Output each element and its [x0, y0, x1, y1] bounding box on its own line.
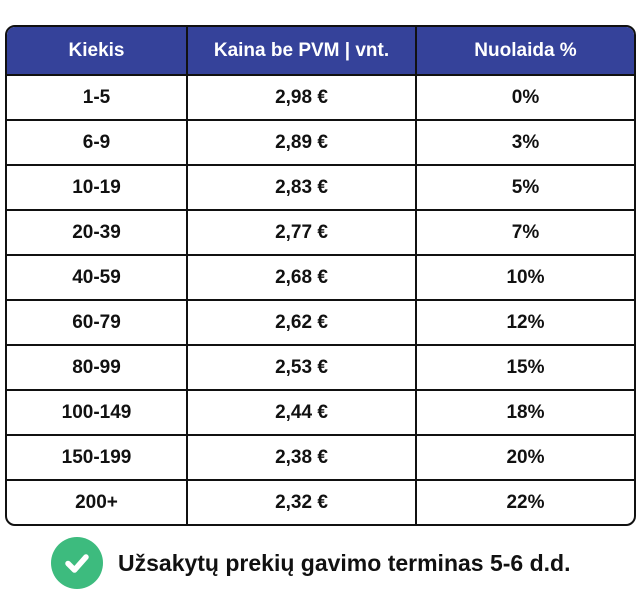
table-row: 20-39 2,77 € 7% — [7, 209, 634, 254]
table-row: 60-79 2,62 € 12% — [7, 299, 634, 344]
cell-discount: 18% — [506, 401, 545, 423]
header-quantity: Kiekis — [7, 27, 188, 74]
cell-price: 2,68 € — [188, 256, 417, 299]
table-row: 10-19 2,83 € 5% — [7, 164, 634, 209]
cell-quantity: 6-9 — [7, 121, 188, 164]
cell-price: 2,98 € — [188, 76, 417, 119]
cell-discount: 10% — [506, 266, 545, 288]
cell-quantity: 40-59 — [7, 256, 188, 299]
cell-discount: 7% — [511, 221, 540, 243]
cell-quantity: 20-39 — [7, 211, 188, 254]
cell-discount: 15% — [506, 356, 545, 378]
table-row: 1-5 2,98 € 0% — [7, 74, 634, 119]
cell-quantity: 150-199 — [7, 436, 188, 479]
cell-discount: 0% — [511, 86, 540, 108]
table-row: 40-59 2,68 € 10% — [7, 254, 634, 299]
header-price: Kaina be PVM | vnt. — [188, 27, 417, 74]
cell-price: 2,53 € — [188, 346, 417, 389]
cell-discount: 22% — [506, 491, 545, 513]
cell-price: 2,38 € — [188, 436, 417, 479]
header-discount: Nuolaida % — [474, 39, 577, 61]
check-circle-icon — [51, 537, 103, 589]
cell-quantity: 200+ — [7, 481, 188, 524]
cell-price: 2,89 € — [188, 121, 417, 164]
cell-discount: 20% — [506, 446, 545, 468]
table-row: 200+ 2,32 € 22% — [7, 479, 634, 524]
cell-price: 2,83 € — [188, 166, 417, 209]
cell-quantity: 10-19 — [7, 166, 188, 209]
delivery-note-text: Užsakytų prekių gavimo terminas 5-6 d.d. — [118, 549, 571, 576]
table-row: 80-99 2,53 € 15% — [7, 344, 634, 389]
table-row: 6-9 2,89 € 3% — [7, 119, 634, 164]
cell-quantity: 60-79 — [7, 301, 188, 344]
cell-discount: 3% — [511, 131, 540, 153]
cell-discount: 12% — [506, 311, 545, 333]
cell-price: 2,44 € — [188, 391, 417, 434]
cell-price: 2,77 € — [188, 211, 417, 254]
cell-quantity: 80-99 — [7, 346, 188, 389]
cell-quantity: 100-149 — [7, 391, 188, 434]
cell-price: 2,32 € — [188, 481, 417, 524]
delivery-note: Užsakytų prekių gavimo terminas 5-6 d.d. — [51, 537, 570, 589]
price-table: Kiekis Kaina be PVM | vnt. Nuolaida % 1-… — [5, 25, 636, 526]
table-header: Kiekis Kaina be PVM | vnt. Nuolaida % — [7, 27, 634, 74]
table-row: 150-199 2,38 € 20% — [7, 434, 634, 479]
cell-discount: 5% — [511, 176, 540, 198]
cell-price: 2,62 € — [188, 301, 417, 344]
table-row: 100-149 2,44 € 18% — [7, 389, 634, 434]
cell-quantity: 1-5 — [7, 76, 188, 119]
